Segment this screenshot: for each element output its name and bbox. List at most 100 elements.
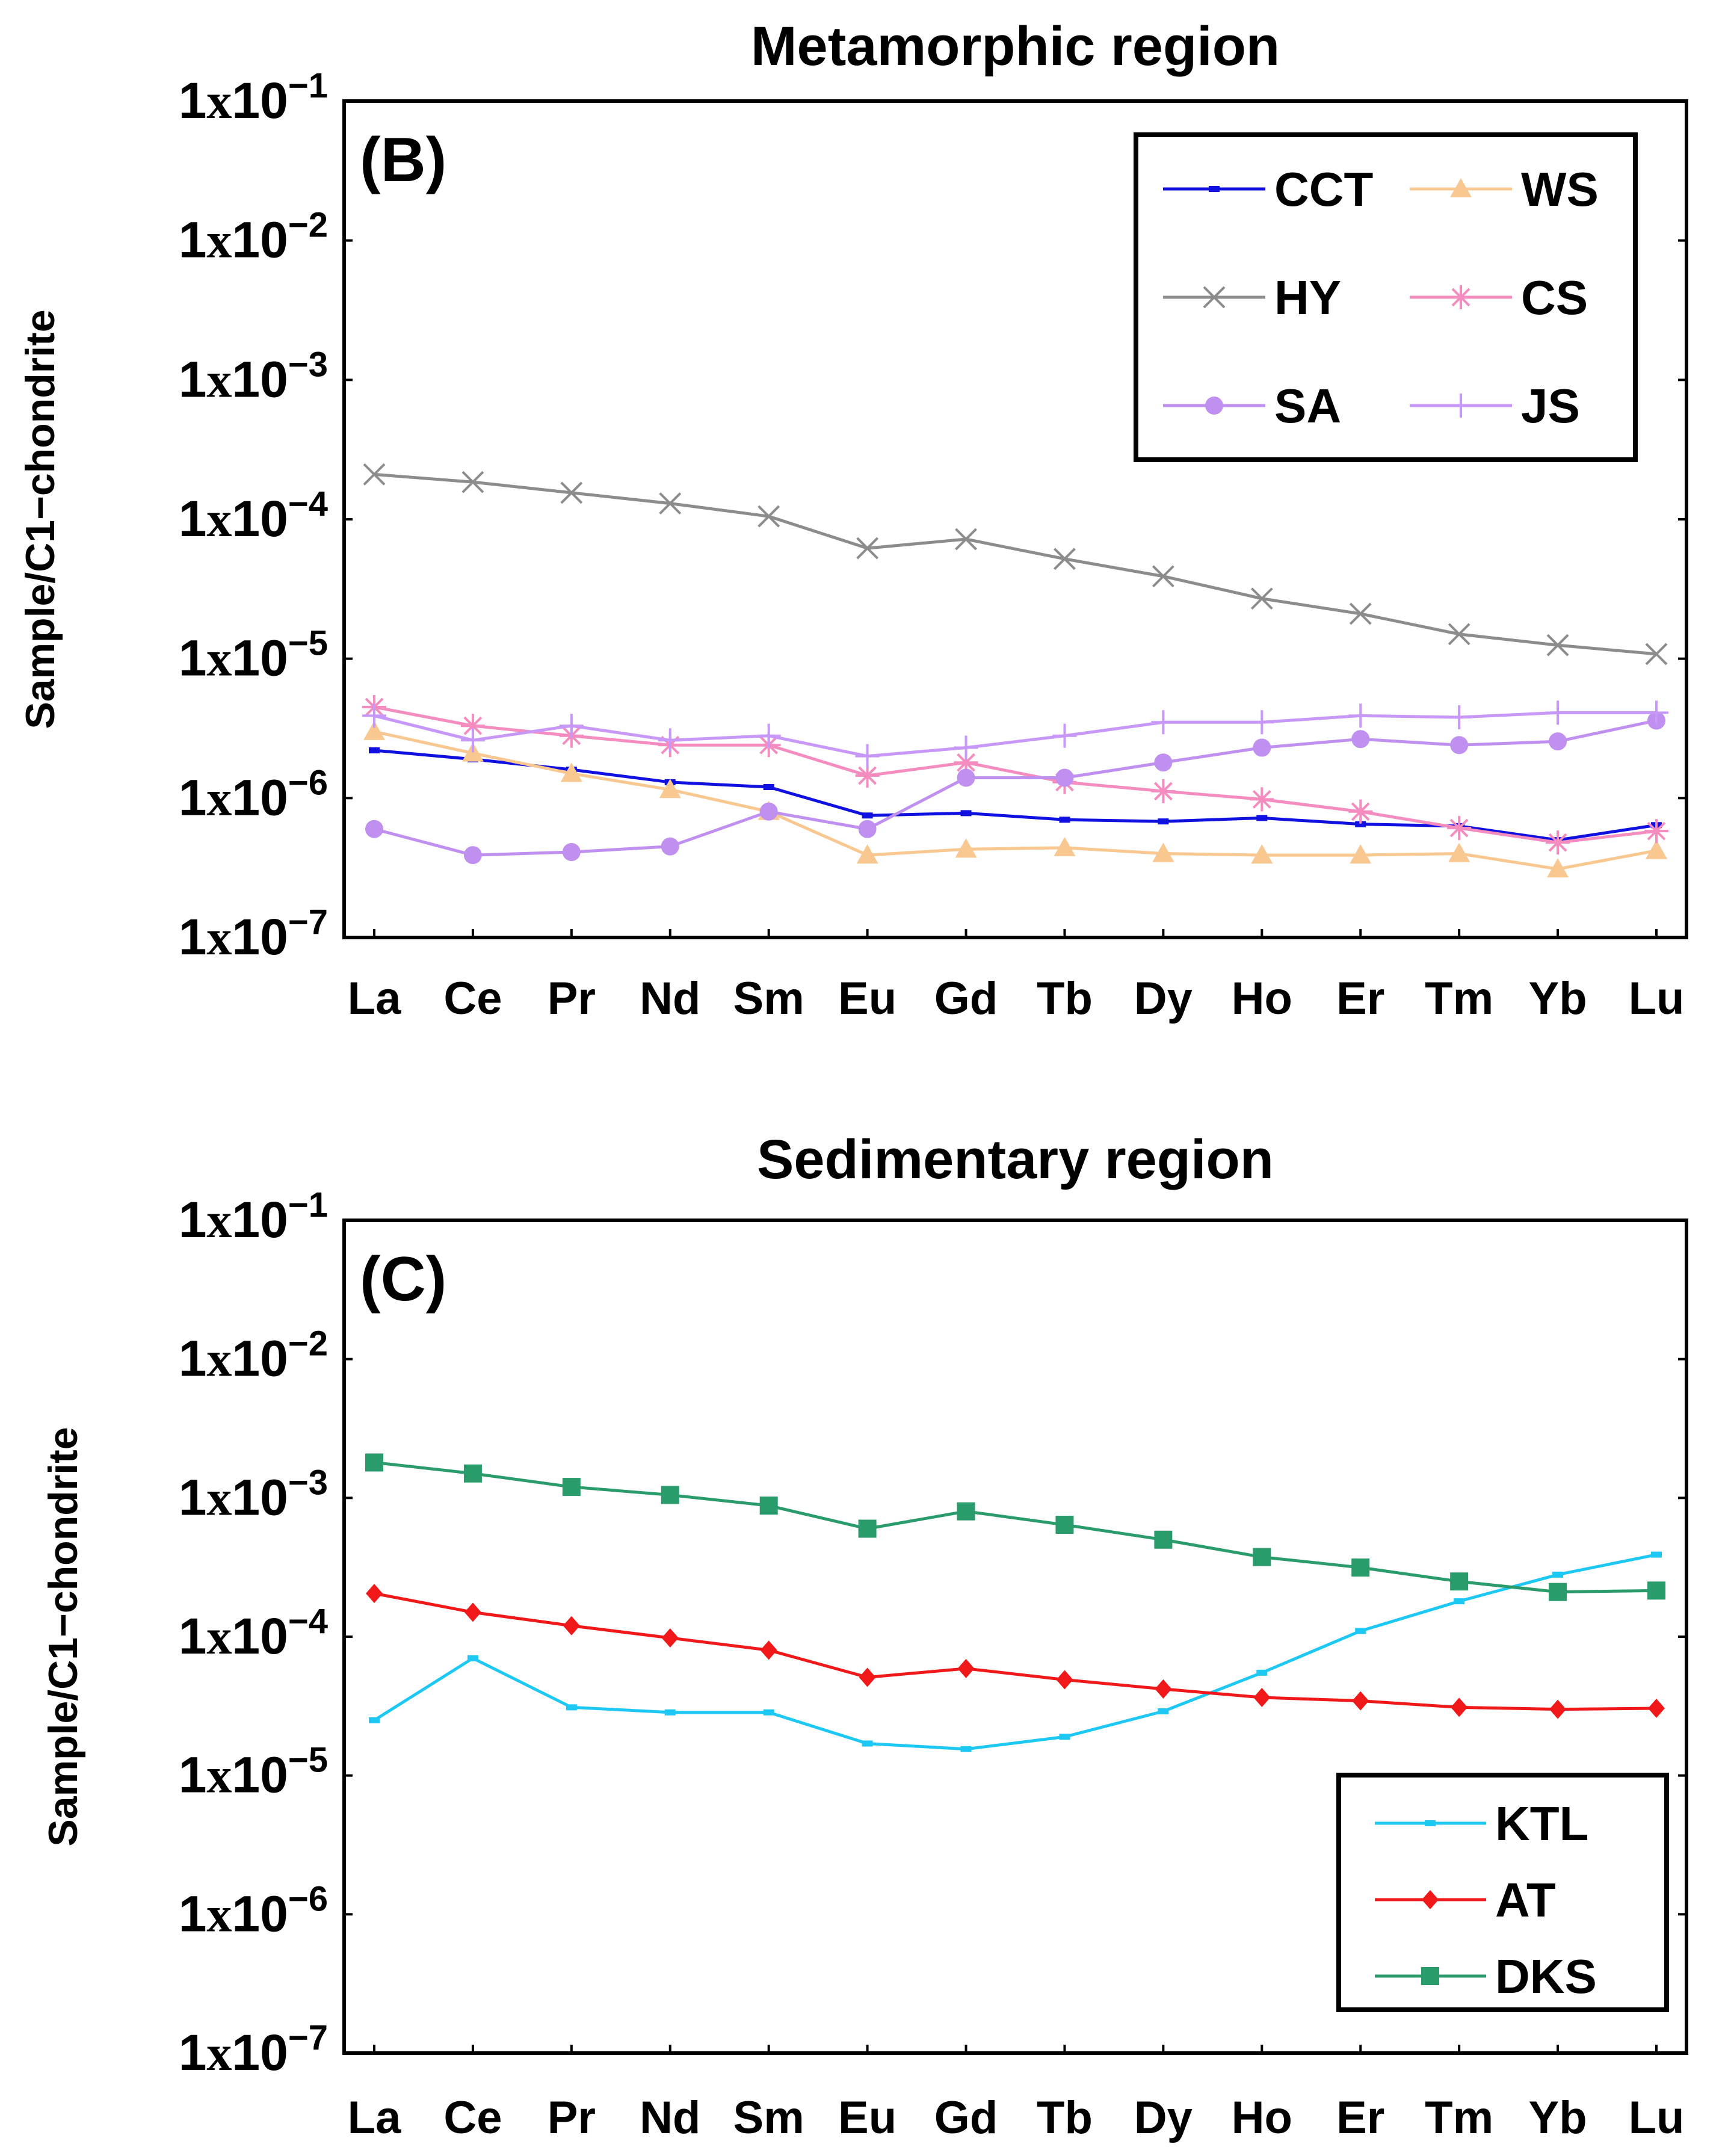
data-point	[759, 1497, 778, 1515]
data-point	[855, 763, 880, 788]
series-line	[374, 730, 1657, 871]
data-point	[1056, 1670, 1073, 1690]
data-point	[957, 1502, 975, 1521]
legend-label: KTL	[1495, 1797, 1589, 1850]
data-point	[1251, 844, 1273, 864]
data-point	[461, 471, 484, 493]
x-tick-label: Yb	[1529, 2092, 1587, 2143]
data-point	[856, 537, 879, 560]
legend: KTL AT DKS	[1336, 1773, 1669, 2012]
legend-marker	[1450, 178, 1472, 197]
data-point	[859, 1667, 876, 1687]
data-point	[460, 728, 485, 753]
series-line	[374, 472, 1657, 656]
x-tick-label: Gd	[934, 2092, 998, 2143]
legend-label: CCT	[1274, 162, 1374, 216]
legend-label: SA	[1274, 379, 1341, 433]
series-line	[374, 711, 1656, 758]
x-tick-label: Yb	[1529, 973, 1587, 1024]
series-line	[374, 719, 1657, 857]
data-point	[760, 1640, 777, 1660]
data-point	[1253, 738, 1271, 757]
data-point	[756, 723, 781, 748]
data-point	[1448, 842, 1470, 862]
legend-entry-sa: SA	[1163, 379, 1341, 433]
x-tick-label: Eu	[838, 2092, 896, 2143]
data-point	[1549, 1583, 1567, 1601]
data-point	[563, 1616, 580, 1636]
data-point	[1250, 710, 1274, 735]
x-tick-label: Sm	[733, 973, 804, 1024]
data-point	[957, 1658, 975, 1678]
series-line	[373, 1553, 1657, 1751]
legend-label: JS	[1521, 379, 1580, 433]
data-point	[1348, 703, 1373, 728]
data-point	[1645, 643, 1668, 666]
legend-label: AT	[1495, 1873, 1556, 1927]
data-point	[1351, 730, 1370, 749]
x-tick-label: Pr	[548, 973, 596, 1024]
data-point	[464, 1602, 481, 1622]
x-tick-label: Nd	[640, 2092, 700, 2143]
data-point	[1250, 787, 1274, 812]
data-point	[365, 820, 383, 838]
series-ws	[363, 720, 1667, 878]
legend-entry-cs: CS	[1410, 271, 1588, 324]
data-point	[1546, 830, 1570, 855]
x-tick-label: La	[348, 973, 401, 1024]
data-point	[1546, 700, 1570, 725]
x-tick-label: Sm	[733, 2092, 804, 2143]
data-point	[365, 1453, 383, 1472]
legend: CCT WS HY CS SA JS	[1134, 132, 1638, 462]
data-point	[955, 528, 977, 551]
y-axis-label: Sample/C1−chondrite	[40, 1427, 86, 1846]
panel-label: (B)	[360, 125, 446, 195]
legend-entry-dks: DKS	[1375, 1950, 1597, 2003]
data-point	[1648, 1698, 1665, 1718]
x-tick-label: Ce	[443, 2092, 502, 2143]
legend-entry-ws: WS	[1410, 162, 1599, 216]
data-point	[366, 1584, 383, 1604]
data-point	[1546, 634, 1569, 656]
metamorphic-chart: Metamorphic region 1x10−7 1x10−6 1x10−5 1x10…	[17, 16, 1688, 1024]
data-point	[954, 735, 978, 760]
legend-entry-at: AT	[1375, 1873, 1556, 1927]
x-tick-label: Tm	[1425, 2092, 1493, 2143]
series-cct	[369, 747, 1662, 844]
x-tick-label: Ce	[443, 973, 502, 1024]
series-dks	[365, 1453, 1665, 1601]
data-point	[858, 820, 877, 838]
y-tick-label: 1x10−6	[179, 1879, 328, 1942]
series-sa	[365, 711, 1665, 865]
legend-marker	[1421, 1967, 1439, 1985]
data-point	[362, 703, 386, 728]
y-tick-label: 1x10−1	[179, 1185, 328, 1249]
data-point	[1253, 1687, 1271, 1707]
data-point	[1647, 1581, 1665, 1600]
data-point	[659, 492, 682, 515]
legend-label: WS	[1521, 162, 1599, 216]
data-point	[1054, 836, 1076, 856]
y-tick-label: 1x10−3	[179, 1463, 328, 1526]
panel-label: (C)	[360, 1244, 446, 1314]
series-ktl	[369, 1551, 1662, 1752]
data-point	[1350, 844, 1372, 864]
data-point	[1155, 1679, 1172, 1699]
data-point	[363, 463, 386, 486]
plot-frame	[342, 1219, 1688, 2055]
data-point	[1349, 602, 1372, 625]
data-point	[560, 481, 583, 504]
legend-label: HY	[1274, 271, 1341, 324]
data-point	[1450, 736, 1469, 755]
data-point	[758, 505, 780, 528]
series-js	[362, 700, 1668, 768]
data-point	[1646, 839, 1667, 859]
series-line	[374, 1460, 1657, 1594]
x-tick-label: Gd	[934, 973, 998, 1024]
legend-marker	[1203, 286, 1226, 309]
data-point	[759, 802, 778, 821]
data-point	[1352, 1691, 1369, 1711]
data-point	[1055, 1516, 1074, 1534]
data-point	[562, 1478, 581, 1497]
y-tick-label: 1x10−5	[179, 624, 328, 687]
